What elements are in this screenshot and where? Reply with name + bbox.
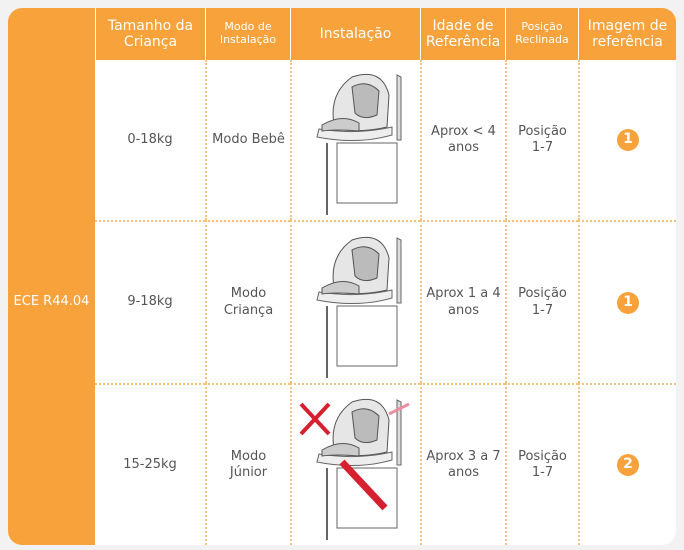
- reference-badge: 1: [617, 129, 639, 151]
- warning-mark: [299, 402, 331, 436]
- header-cell: Idade de Referência: [420, 8, 505, 60]
- age-cell: Aprox 3 a 7 anos: [420, 383, 505, 545]
- recline-cell: Posição 1-7: [505, 383, 578, 545]
- installation-image: [290, 60, 420, 220]
- reference-cell: 1: [578, 220, 676, 383]
- mode-cell: Modo Bebê: [205, 60, 290, 220]
- size-cell: 15-25kg: [95, 383, 205, 545]
- recline-cell: Posição 1-7: [505, 60, 578, 220]
- warning-mark: [388, 402, 410, 416]
- mode-cell: Modo Júnior: [205, 383, 290, 545]
- header-cell: Posição Reclinada: [505, 8, 578, 60]
- warning-mark: [339, 459, 388, 511]
- reference-badge: 2: [617, 454, 639, 476]
- seat-illustration: [316, 73, 402, 215]
- age-cell: Aprox < 4 anos: [420, 60, 505, 220]
- age-cell: Aprox 1 a 4 anos: [420, 220, 505, 383]
- header-cell: Imagem de referência: [578, 8, 676, 60]
- size-cell: 0-18kg: [127, 131, 173, 147]
- mode-cell: Modo Criança: [205, 220, 290, 383]
- reference-badge: 1: [617, 291, 639, 314]
- header-cell: Instalação: [290, 8, 420, 60]
- table: Tamanho da Criança Modo de Instalação Inst…: [8, 8, 676, 545]
- size-cell: 9-18kg: [95, 220, 205, 383]
- reference-cell: 1: [578, 60, 676, 220]
- seat-illustration: [299, 398, 410, 540]
- installation-image: [290, 220, 420, 383]
- header-corner: [8, 8, 95, 60]
- recline-cell: Posição 1-7: [505, 220, 578, 383]
- installation-image: [290, 383, 420, 545]
- group-label: ECE R44.04: [8, 60, 95, 545]
- header-cell: Tamanho da Criança: [95, 8, 205, 60]
- reference-cell: 2: [578, 383, 676, 545]
- seat-illustration: [316, 236, 402, 378]
- header-cell: Modo de Instalação: [205, 8, 290, 60]
